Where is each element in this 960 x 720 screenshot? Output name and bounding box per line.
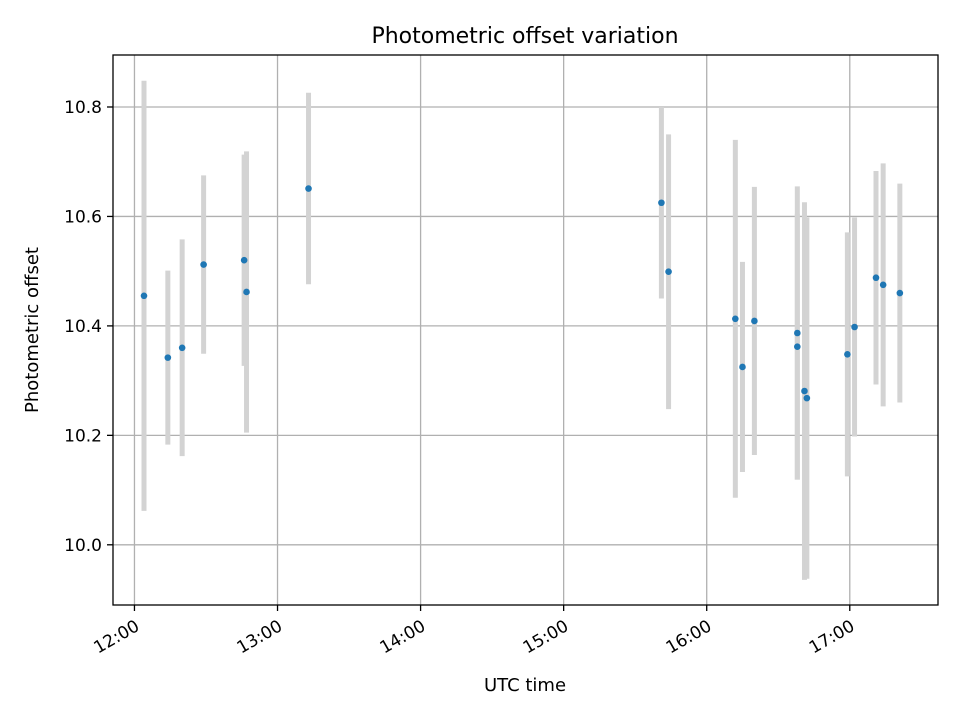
data-point-12 [794, 329, 801, 337]
data-point-17 [851, 323, 858, 331]
y-tick-label: 10.8 [64, 98, 102, 118]
data-point-1 [164, 354, 172, 361]
x-tick-label: 17:00 [806, 616, 858, 658]
data-point-5 [243, 288, 250, 296]
plot-frame [112, 54, 939, 606]
x-axis-label: UTC time [484, 675, 566, 696]
data-point-7 [658, 199, 665, 207]
y-tick-label: 10.0 [64, 536, 102, 556]
data-point-11 [751, 317, 758, 325]
x-tick-label: 14:00 [377, 616, 429, 658]
x-tick-label: 16:00 [663, 616, 715, 658]
data-point-20 [896, 289, 904, 297]
data-point-0 [140, 292, 148, 300]
x-tick-label: 15:00 [520, 616, 572, 658]
data-point-19 [879, 281, 887, 289]
grid [113, 55, 938, 605]
data-point-15 [803, 394, 811, 402]
data-point-13 [794, 343, 801, 350]
data-point-2 [178, 344, 186, 352]
errorbars [141, 80, 903, 580]
data-point-18 [872, 274, 880, 282]
y-axis-label: Photometric offset [22, 247, 43, 413]
x-tick-label: 13:00 [234, 616, 286, 658]
data-point-9 [732, 315, 739, 323]
x-tick-label: 12:00 [91, 616, 143, 658]
data-point-16 [844, 351, 851, 358]
data-point-10 [739, 363, 746, 371]
y-tick-label: 10.2 [64, 426, 102, 446]
data-point-3 [200, 261, 207, 268]
data-point-14 [801, 387, 808, 395]
data-point-4 [240, 256, 248, 264]
y-tick-label: 10.4 [64, 317, 102, 337]
data-point-6 [305, 185, 312, 192]
chart-title: Photometric offset variation [371, 24, 678, 49]
data-points [140, 185, 904, 402]
data-point-8 [665, 268, 672, 276]
y-tick-label: 10.6 [64, 207, 102, 227]
